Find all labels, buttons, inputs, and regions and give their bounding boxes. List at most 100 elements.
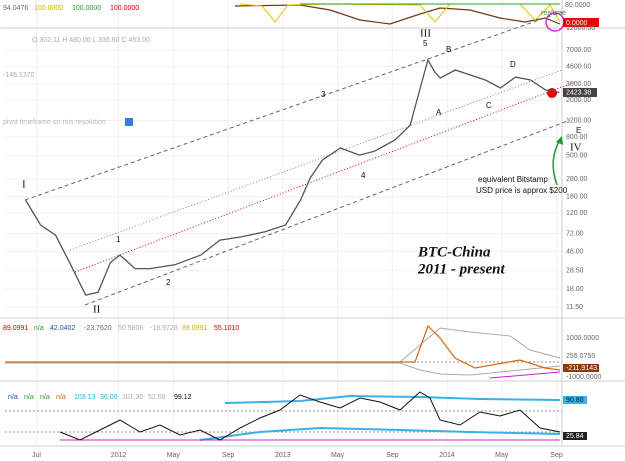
top-axis-label: 80.0000 xyxy=(565,2,590,9)
top-value: 100.0000 xyxy=(110,5,139,12)
x-tick-label: May xyxy=(495,452,509,459)
y-tick-label: 7000.00 xyxy=(566,47,591,54)
wave: III xyxy=(420,28,431,40)
p2-value: 50.5806 xyxy=(118,325,143,332)
p2-box xyxy=(563,364,599,372)
p3-axis: 25.84 xyxy=(566,433,584,440)
x-tick-label: Sep xyxy=(550,452,563,459)
y-tick-label: 4600.00 xyxy=(566,64,591,71)
y-tick-label: 46.00 xyxy=(566,248,584,255)
p2-value: n/a xyxy=(34,325,44,332)
title: 2011 - present xyxy=(417,261,506,277)
x-tick-label: Sep xyxy=(222,452,235,459)
price-line xyxy=(24,58,560,296)
p2-axis: -1000.0000 xyxy=(566,374,602,381)
p3-box xyxy=(563,432,587,440)
y-tick-label: 280.00 xyxy=(566,176,588,183)
y-tick-label: 800.00 xyxy=(566,134,588,141)
y-tick-label: 28.50 xyxy=(566,267,584,274)
settings-icon[interactable] xyxy=(125,118,133,126)
p3-value: 52.66 xyxy=(148,394,166,401)
wave: 4 xyxy=(361,171,366,180)
p2-axis: 1000.0000 xyxy=(566,335,599,342)
pivot-note: pivot timeframe on mis resolution xyxy=(3,119,106,126)
p2-value: 55.1010 xyxy=(214,325,239,332)
indicator-value: -146.1370 xyxy=(3,72,35,79)
top-value: 100.0000 xyxy=(34,5,63,12)
p3-value: n/a xyxy=(24,394,34,401)
p3-line xyxy=(224,394,561,404)
p2-line xyxy=(489,371,561,379)
wave: 1 xyxy=(116,235,121,244)
channel-lines xyxy=(24,11,576,306)
top-line xyxy=(234,4,561,25)
top-line xyxy=(239,3,561,23)
x-tick-label: Jul xyxy=(32,452,41,459)
p2-line xyxy=(5,327,561,363)
p2-value: -18.9728 xyxy=(150,325,178,332)
p3-line xyxy=(59,391,561,441)
x-tick-label: 2013 xyxy=(275,452,291,459)
x-tick-label: 2014 xyxy=(439,452,455,459)
p3-value: 103.13 xyxy=(74,394,96,401)
wave: D xyxy=(510,60,516,69)
p2-axis: 255.0755 xyxy=(566,353,595,360)
p2-line xyxy=(5,324,561,371)
title: BTC-China xyxy=(417,244,491,260)
wave: 2 xyxy=(166,278,171,287)
p3-value: n/a xyxy=(8,394,18,401)
panel2-header: 89.0991 n/a 42.0402 -23.7620 50.5806 -18… xyxy=(3,325,239,332)
p2-value: 89.0991 xyxy=(3,325,28,332)
x-tick-label: 2012 xyxy=(111,452,127,459)
p3-value: n/a xyxy=(40,394,50,401)
y-tick-label: 180.00 xyxy=(566,194,588,201)
x-tick-label: Sep xyxy=(386,452,399,459)
p3-value: 99.12 xyxy=(174,394,192,401)
p2-value: 89.0991 xyxy=(182,325,207,332)
wave: A xyxy=(436,108,442,117)
y-tick-label: 500.00 xyxy=(566,153,588,160)
arrow xyxy=(552,139,561,186)
y-tick-label: 2000.00 xyxy=(566,97,591,104)
p3-axis: 90.80 xyxy=(566,397,584,404)
y-tick-label: 1200.00 xyxy=(566,118,591,125)
y-tick-label: 12000.00 xyxy=(566,25,595,32)
y-tick-label: 72.00 xyxy=(566,230,584,237)
p2-line xyxy=(5,362,561,376)
note: equivalent Bitstamp xyxy=(478,175,548,184)
wave: I xyxy=(22,179,26,191)
wave: 5 xyxy=(423,39,428,48)
p3-value: 36.00 xyxy=(100,394,118,401)
wave: C xyxy=(486,101,492,110)
note: USD price is approx $200 xyxy=(476,186,568,195)
y-tick-label: 120.00 xyxy=(566,210,588,217)
wave: IV xyxy=(570,142,582,154)
top-value: 100.0000 xyxy=(72,5,101,12)
last-price-box xyxy=(563,87,597,97)
p2-value: 42.0402 xyxy=(50,325,75,332)
p3-line xyxy=(199,426,561,441)
last-price-label: 2423.38 xyxy=(566,89,591,96)
x-tick-label: May xyxy=(167,452,181,459)
last-box xyxy=(563,18,599,27)
panel-borders xyxy=(0,0,625,447)
wave: II xyxy=(93,304,101,316)
last-label: 0.0000 xyxy=(566,20,588,27)
top-value: 94.0476 xyxy=(3,5,28,12)
y-tick-label: 11.50 xyxy=(566,304,583,311)
x-tick-label: May xyxy=(331,452,345,459)
arrowhead xyxy=(556,136,563,145)
p3-value: 101.30 xyxy=(122,394,144,401)
p2-axis: -211.9143 xyxy=(566,365,597,372)
ohlc: O 302.11 H 480.00 L 336.60 C 453.00 xyxy=(32,37,150,44)
y-tick-label: 18.00 xyxy=(566,286,584,293)
panel3-header: n/a n/a n/a n/a 103.13 36.00 101.30 52.6… xyxy=(8,394,192,401)
wave: B xyxy=(446,45,451,54)
y-tick-label: 3000.00 xyxy=(566,81,591,88)
wave: 3 xyxy=(321,90,326,99)
p2-value: -23.7620 xyxy=(84,325,112,332)
marker-dot xyxy=(547,88,557,98)
p3-value: n/a xyxy=(56,394,66,401)
